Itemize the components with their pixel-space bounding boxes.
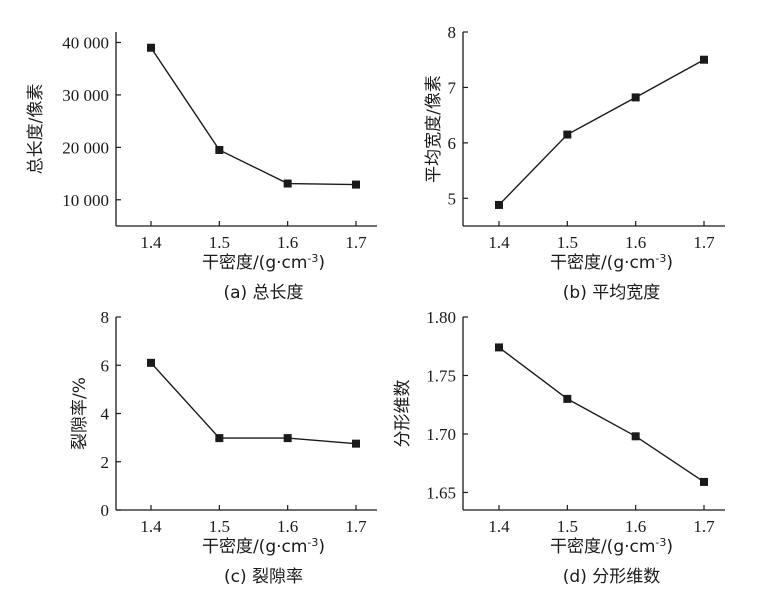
data-point-c bbox=[283, 434, 292, 443]
y-tick-label-a: 10 000 bbox=[62, 191, 109, 210]
x-tick-label-b: 1.5 bbox=[557, 233, 578, 252]
y-axis-label-d: 分形维数 bbox=[393, 380, 413, 448]
panel-caption-c: (c) 裂隙率 bbox=[224, 567, 303, 587]
panel-caption-b: (b) 平均宽度 bbox=[563, 283, 660, 303]
x-tick-label-b: 1.7 bbox=[693, 233, 715, 252]
y-tick-label-d: 1.75 bbox=[426, 366, 456, 385]
y-tick-label-b: 8 bbox=[448, 23, 457, 42]
series-line-d bbox=[498, 346, 705, 483]
series-line-b bbox=[498, 59, 705, 206]
data-point-c bbox=[215, 434, 224, 443]
x-tick-label-d: 1.6 bbox=[625, 517, 646, 536]
panel-caption-d: (d) 分形维数 bbox=[563, 567, 660, 587]
x-axis-label-a: 干密度/(g·cm-3) bbox=[202, 252, 325, 274]
x-axis-label-b: 干密度/(g·cm-3) bbox=[550, 252, 673, 274]
y-tick-label-c: 6 bbox=[101, 356, 110, 375]
x-tick-label-d: 1.7 bbox=[693, 517, 715, 536]
y-tick-label-a: 20 000 bbox=[62, 138, 109, 157]
x-tick-label-c: 1.4 bbox=[140, 517, 162, 536]
x-axis-label-d: 干密度/(g·cm-3) bbox=[550, 536, 673, 558]
y-tick-label-c: 2 bbox=[101, 453, 110, 472]
data-point-b bbox=[563, 130, 572, 139]
data-point-a bbox=[352, 180, 360, 189]
x-tick-label-a: 1.5 bbox=[209, 233, 230, 252]
y-tick-label-c: 4 bbox=[101, 405, 110, 424]
y-tick-label-c: 8 bbox=[101, 308, 110, 327]
data-point-d bbox=[495, 343, 503, 352]
x-tick-label-a: 1.6 bbox=[277, 233, 298, 252]
y-axis-label-b: 平均宽度/像素 bbox=[424, 75, 444, 183]
x-tick-label-b: 1.6 bbox=[625, 233, 646, 252]
x-tick-label-b: 1.4 bbox=[488, 233, 510, 252]
data-point-a bbox=[283, 179, 292, 188]
data-point-c bbox=[147, 358, 155, 367]
y-axis-label-a: 总长度/像素 bbox=[26, 84, 46, 175]
x-tick-label-d: 1.4 bbox=[488, 517, 510, 536]
x-tick-label-c: 1.5 bbox=[209, 517, 230, 536]
x-tick-label-c: 1.7 bbox=[345, 517, 367, 536]
x-tick-label-d: 1.5 bbox=[557, 517, 578, 536]
y-tick-label-d: 1.80 bbox=[426, 308, 456, 327]
data-point-c bbox=[352, 439, 360, 448]
y-tick-label-b: 6 bbox=[448, 134, 457, 153]
y-tick-label-d: 1.70 bbox=[426, 425, 456, 444]
data-point-b bbox=[631, 93, 640, 102]
panel-caption-a: (a) 总长度 bbox=[223, 283, 303, 303]
x-axis-label-c: 干密度/(g·cm-3) bbox=[202, 536, 325, 558]
y-tick-label-c: 0 bbox=[101, 501, 110, 520]
data-point-d bbox=[563, 394, 572, 403]
x-tick-label-a: 1.7 bbox=[345, 233, 367, 252]
y-axis-label-c: 裂隙率/% bbox=[70, 377, 90, 450]
y-tick-label-a: 30 000 bbox=[62, 86, 109, 105]
data-point-a bbox=[147, 43, 155, 52]
data-point-d bbox=[700, 477, 708, 486]
y-tick-label-b: 7 bbox=[448, 78, 457, 97]
data-point-b bbox=[495, 200, 503, 209]
data-point-b bbox=[700, 55, 708, 64]
y-tick-label-a: 40 000 bbox=[62, 33, 109, 52]
x-tick-label-c: 1.6 bbox=[277, 517, 298, 536]
x-tick-label-a: 1.4 bbox=[140, 233, 162, 252]
y-tick-label-b: 5 bbox=[448, 189, 457, 208]
data-point-d bbox=[631, 432, 640, 441]
series-line-c bbox=[150, 362, 357, 445]
series-line-a bbox=[150, 47, 357, 186]
data-point-a bbox=[215, 145, 224, 154]
y-tick-label-d: 1.65 bbox=[426, 483, 456, 502]
